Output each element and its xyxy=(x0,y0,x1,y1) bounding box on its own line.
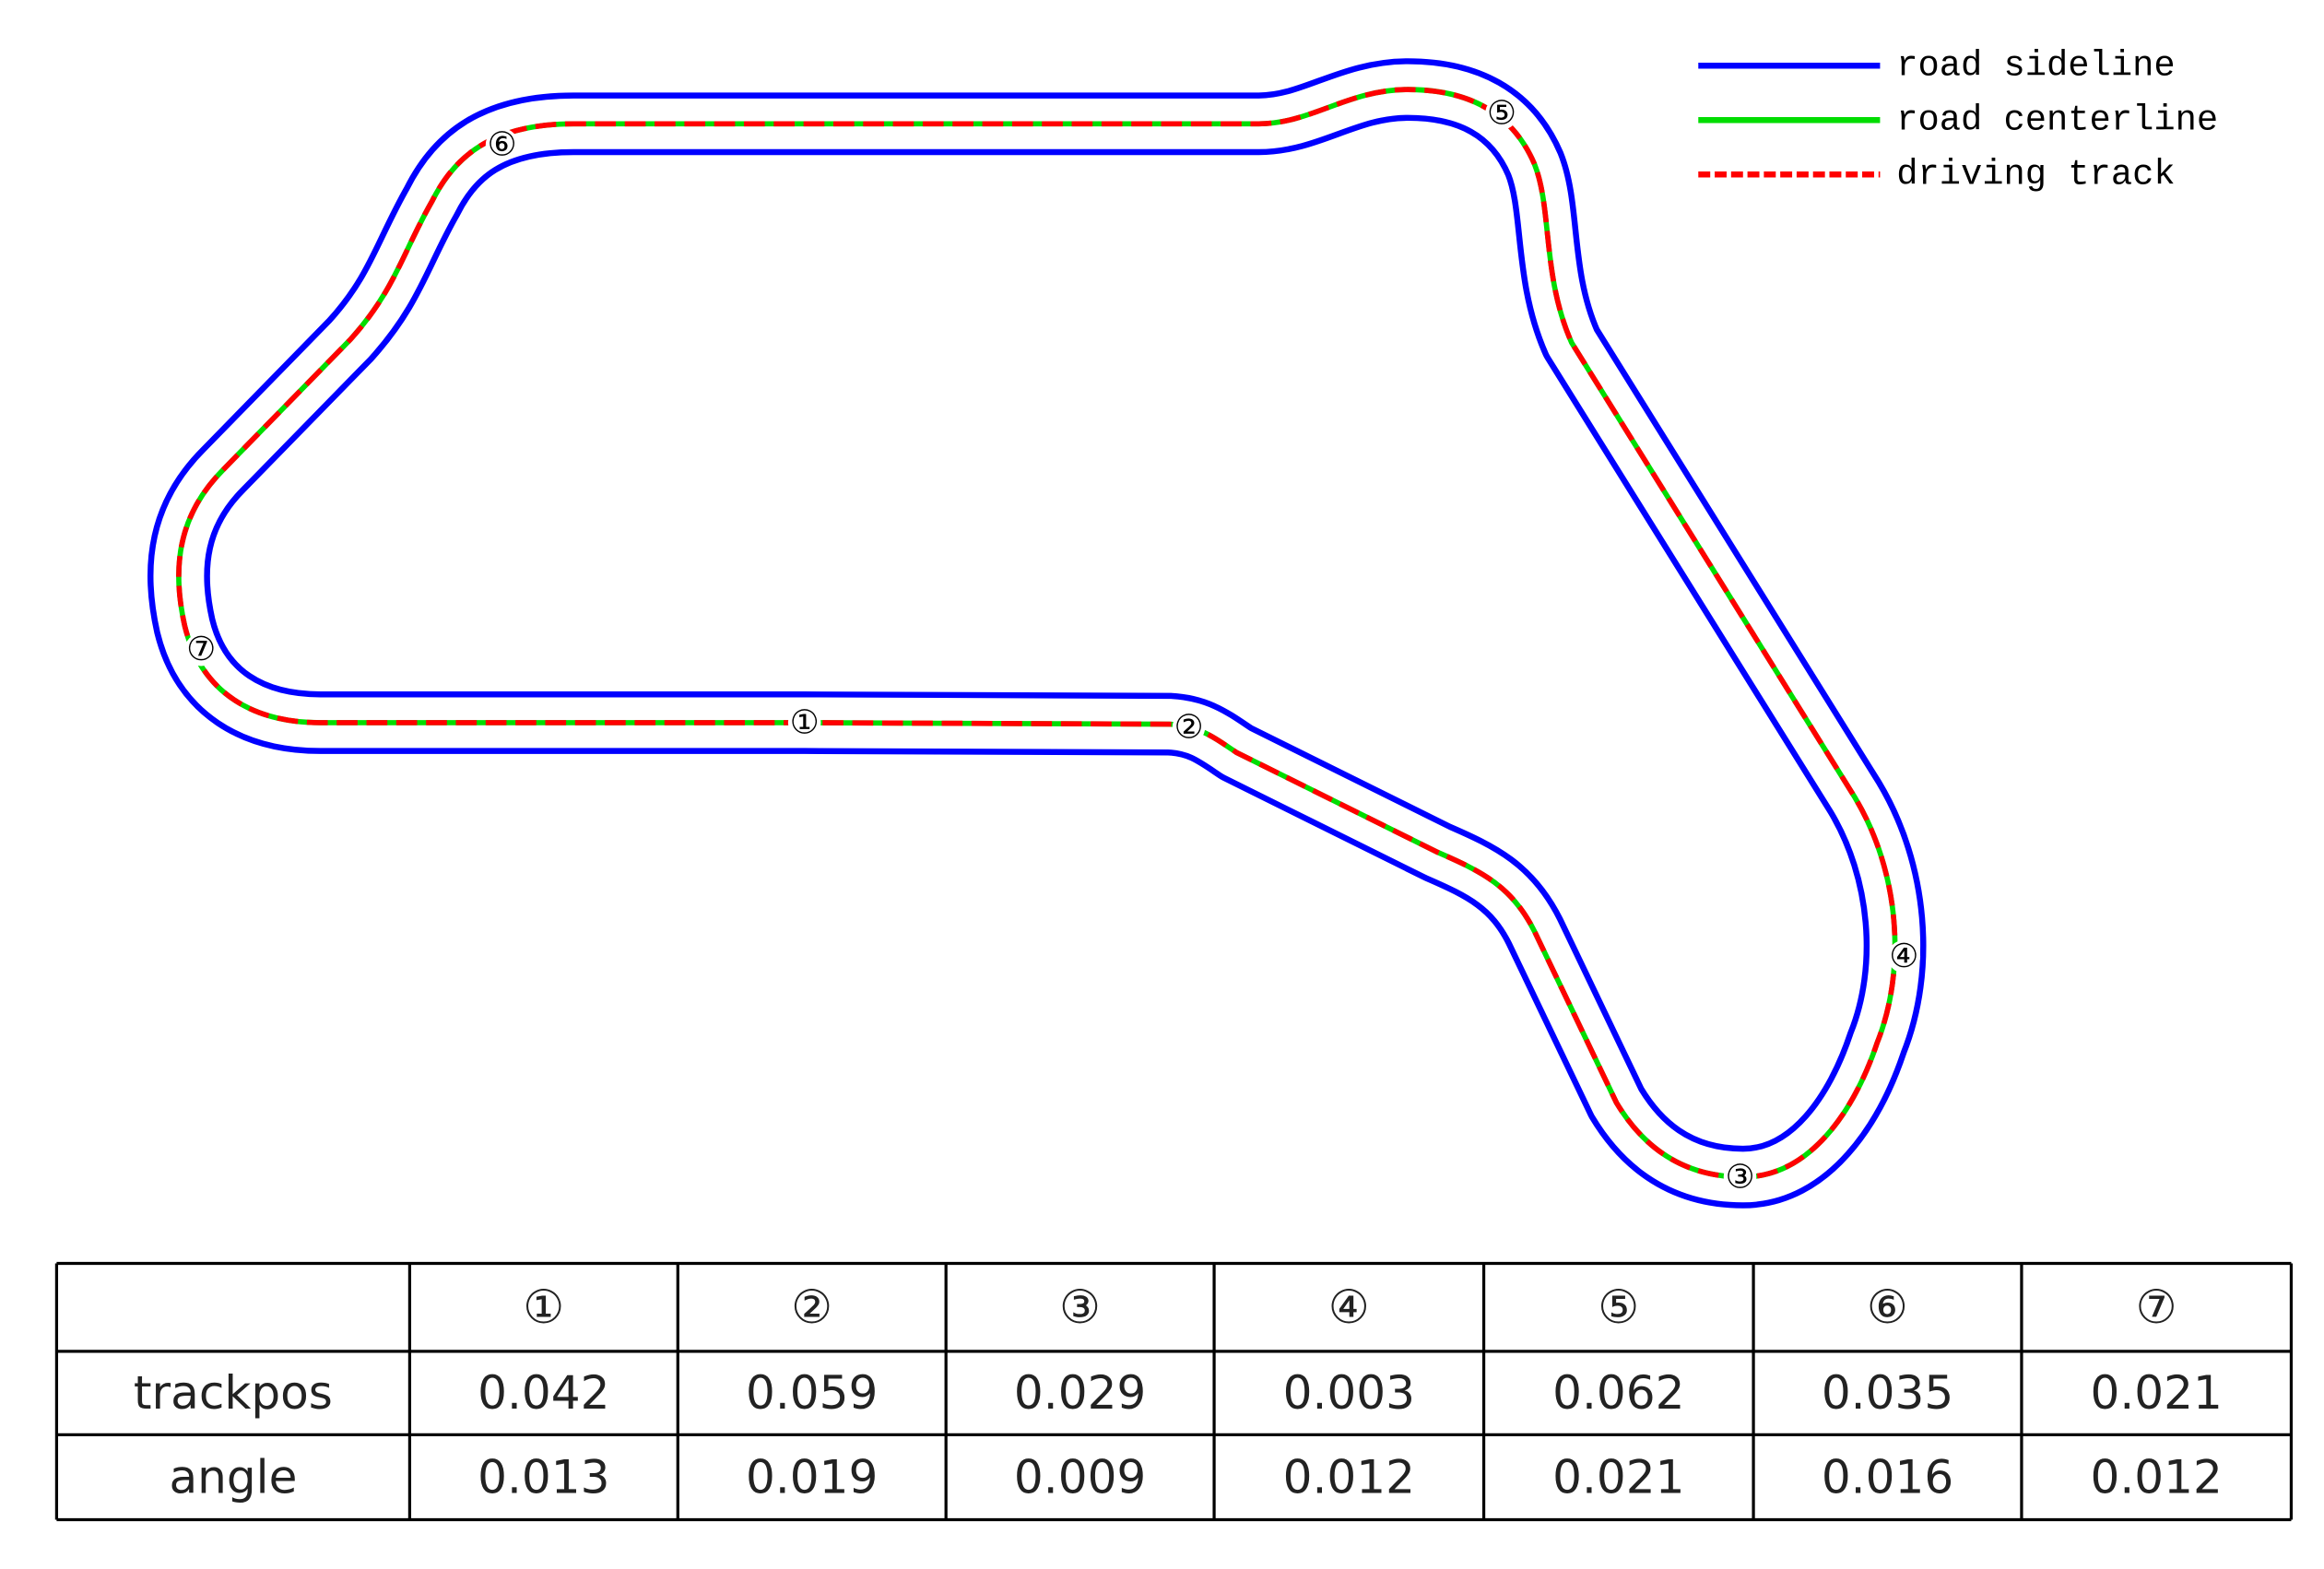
table-cell: 0.059 xyxy=(746,1366,878,1420)
legend-label: road centerline xyxy=(1896,100,2218,141)
marker-bg xyxy=(1485,97,1518,130)
legend-label: road sideline xyxy=(1896,46,2175,87)
table-header: ③ xyxy=(1059,1280,1101,1334)
table-cell: 0.021 xyxy=(1552,1450,1684,1504)
marker-label: ⑥ xyxy=(488,125,517,163)
marker-label: ② xyxy=(1174,708,1204,746)
marker-label: ① xyxy=(790,703,820,741)
marker-label: ⑦ xyxy=(186,631,216,668)
table-cell: 0.019 xyxy=(746,1450,878,1504)
marker-bg xyxy=(184,632,218,667)
road-sideline xyxy=(147,58,1927,1209)
table-header: ④ xyxy=(1328,1280,1370,1334)
table-cell: 0.012 xyxy=(1283,1450,1415,1504)
table-cell: 0.012 xyxy=(2091,1450,2223,1504)
table-header: ⑥ xyxy=(1867,1280,1908,1334)
table-cell: 0.016 xyxy=(1822,1450,1953,1504)
row-label: trackpos xyxy=(134,1366,333,1420)
table-header: ② xyxy=(791,1280,832,1334)
table: ① ② ③ ④ ⑤ ⑥ ⑦ trackpos 0.042 0.059 0.029 0.003 0.062… xyxy=(54,1261,2294,1522)
table-cell: 0.003 xyxy=(1283,1366,1415,1420)
marker-label: ⑤ xyxy=(1487,94,1516,132)
marker-bg xyxy=(1723,1161,1757,1194)
marker-label: ③ xyxy=(1726,1158,1755,1196)
row-label: angle xyxy=(169,1450,297,1504)
table-cell: 0.062 xyxy=(1552,1366,1684,1420)
table-cell: 0.021 xyxy=(2091,1366,2223,1420)
marker-bg xyxy=(1172,711,1206,744)
table-cell: 0.009 xyxy=(1014,1450,1146,1504)
table-cell: 0.029 xyxy=(1014,1366,1146,1420)
legend-label: driving track xyxy=(1896,154,2175,195)
marker-bg xyxy=(787,706,821,739)
marker-bg xyxy=(1887,939,1921,973)
table-header: ⑦ xyxy=(2136,1280,2177,1334)
marker-label: ④ xyxy=(1889,938,1918,975)
table-cell: 0.042 xyxy=(478,1366,609,1420)
track xyxy=(147,58,1927,1209)
table-header: ① xyxy=(523,1280,564,1334)
marker-bg xyxy=(485,128,519,161)
table-header: ⑤ xyxy=(1598,1280,1639,1334)
driving-track xyxy=(176,87,1898,1180)
table-cell: 0.035 xyxy=(1822,1366,1953,1420)
table-cell: 0.013 xyxy=(478,1450,609,1504)
